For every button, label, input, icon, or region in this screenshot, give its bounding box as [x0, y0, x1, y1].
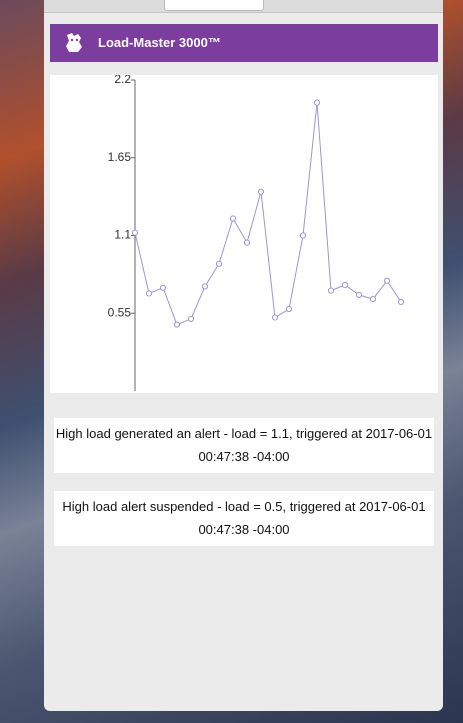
url-bar[interactable] [164, 0, 264, 11]
data-point [299, 232, 307, 239]
data-point [355, 291, 363, 298]
data-point [131, 229, 139, 236]
browser-toolbar [44, 0, 443, 13]
data-point [383, 277, 391, 284]
app-header: Load-Master 3000™ [50, 24, 438, 62]
data-point [145, 290, 153, 297]
chart: 0.55 1.1 1.65 2.2 [108, 72, 405, 391]
data-point [369, 296, 377, 303]
data-point [341, 281, 349, 289]
y-tick-label: 1.1 [114, 228, 131, 242]
alert-message: High load generated an alert - load = 1.… [54, 418, 434, 473]
data-point [215, 260, 223, 267]
data-point [173, 321, 181, 328]
data-point [257, 188, 265, 195]
data-point [397, 298, 405, 306]
data-point [243, 239, 251, 246]
chart-panel: 0.55 1.1 1.65 2.2 [50, 72, 438, 393]
data-point [285, 305, 293, 313]
data-point [271, 314, 279, 321]
data-point [201, 283, 209, 290]
data-point [187, 315, 195, 323]
app-title: Load-Master 3000™ [98, 35, 221, 50]
data-point [327, 287, 335, 294]
data-line [134, 102, 402, 326]
logo [66, 33, 82, 52]
data-point [229, 215, 237, 222]
alert-message: High load alert suspended - load = 0.5, … [54, 491, 434, 546]
browser-window: Load-Master 3000™ 0.55 1.1 1.65 2.2 High lo… [44, 0, 443, 711]
y-tick-label: 0.55 [108, 305, 132, 319]
y-tick-label: 1.65 [108, 150, 132, 164]
data-point [159, 284, 167, 291]
y-tick-label: 2.2 [114, 75, 131, 86]
data-point [313, 99, 321, 106]
